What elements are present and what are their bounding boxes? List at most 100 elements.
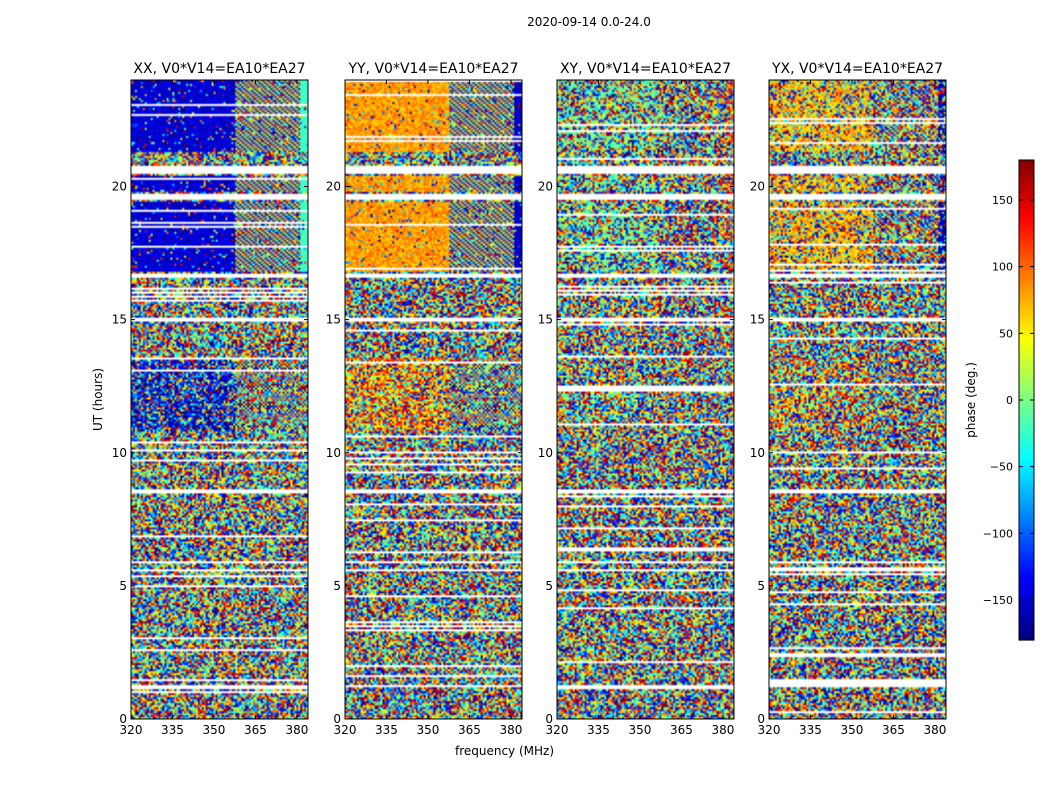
panel-title-yy: YY, V0*V14=EA10*EA27 xyxy=(347,61,518,77)
colorbar-segment xyxy=(1019,256,1034,261)
colorbar-segment xyxy=(1019,360,1034,365)
colorbar-segment xyxy=(1019,368,1034,373)
x-tick-label: 350 xyxy=(203,723,226,737)
colorbar-tick-label: −150 xyxy=(983,594,1013,607)
colorbar-segment xyxy=(1019,544,1034,549)
x-tick-label: 320 xyxy=(120,723,143,737)
y-tick-label: 20 xyxy=(326,180,341,194)
colorbar-tick-label: −50 xyxy=(990,461,1013,474)
colorbar-segment xyxy=(1019,272,1034,277)
colorbar-segment xyxy=(1019,476,1034,481)
colorbar-segment xyxy=(1019,600,1034,605)
colorbar-segment xyxy=(1019,528,1034,533)
x-tick-label: 320 xyxy=(546,723,569,737)
colorbar-segment xyxy=(1019,164,1034,169)
colorbar-segment xyxy=(1019,384,1034,389)
colorbar-segment xyxy=(1019,236,1034,241)
panel-title-yx: YX, V0*V14=EA10*EA27 xyxy=(771,61,943,77)
colorbar-tick-label: 50 xyxy=(999,327,1013,340)
colorbar-segment xyxy=(1019,216,1034,221)
colorbar-segment xyxy=(1019,492,1034,497)
panel-title-xy: XY, V0*V14=EA10*EA27 xyxy=(560,61,731,77)
colorbar-segment xyxy=(1019,456,1034,461)
figure-suptitle: 2020-09-14 0.0-24.0 xyxy=(527,15,651,29)
colorbar-segment xyxy=(1019,504,1034,509)
colorbar-segment xyxy=(1019,500,1034,505)
colorbar-segment xyxy=(1019,200,1034,205)
x-tick-label: 365 xyxy=(882,723,905,737)
colorbar-segment xyxy=(1019,536,1034,541)
colorbar-segment xyxy=(1019,480,1034,485)
colorbar-segment xyxy=(1019,160,1034,165)
colorbar-segment xyxy=(1019,532,1034,537)
colorbar-segment xyxy=(1019,336,1034,341)
colorbar-segment xyxy=(1019,304,1034,309)
colorbar-segment xyxy=(1019,444,1034,449)
colorbar-segment xyxy=(1019,436,1034,441)
y-tick-label: 5 xyxy=(333,579,341,593)
colorbar-segment xyxy=(1019,296,1034,301)
x-tick-label: 320 xyxy=(334,723,357,737)
colorbar-segment xyxy=(1019,184,1034,189)
panel-frame-xx xyxy=(130,79,309,720)
colorbar-segment xyxy=(1019,228,1034,233)
colorbar-segment xyxy=(1019,556,1034,561)
colorbar-segment xyxy=(1019,468,1034,473)
colorbar-segment xyxy=(1019,352,1034,357)
x-axis-label: frequency (MHz) xyxy=(455,744,554,758)
y-tick-label: 20 xyxy=(112,180,127,194)
colorbar-segment xyxy=(1019,596,1034,601)
colorbar-segment xyxy=(1019,188,1034,193)
colorbar-segment xyxy=(1019,580,1034,585)
colorbar-segment xyxy=(1019,308,1034,313)
colorbar-segment xyxy=(1019,616,1034,621)
colorbar-tick-label: 100 xyxy=(992,261,1013,274)
colorbar-segment xyxy=(1019,264,1034,269)
colorbar-segment xyxy=(1019,472,1034,477)
colorbar-segment xyxy=(1019,552,1034,557)
y-tick-label: 10 xyxy=(750,446,765,460)
y-axis-label: UT (hours) xyxy=(91,368,105,431)
colorbar-segment xyxy=(1019,328,1034,333)
colorbar-segment xyxy=(1019,268,1034,273)
y-tick-label: 20 xyxy=(538,180,553,194)
y-tick-label: 10 xyxy=(326,446,341,460)
colorbar-segment xyxy=(1019,212,1034,217)
y-tick-label: 0 xyxy=(119,712,127,726)
x-tick-label: 320 xyxy=(758,723,781,737)
panel-frame-yy xyxy=(344,79,523,720)
colorbar-segment xyxy=(1019,376,1034,381)
x-tick-label: 380 xyxy=(711,723,734,737)
colorbar-segment xyxy=(1019,516,1034,521)
colorbar-tick-label: 0 xyxy=(1006,394,1013,407)
colorbar-segment xyxy=(1019,348,1034,353)
x-tick-label: 350 xyxy=(417,723,440,737)
colorbar-segment xyxy=(1019,412,1034,417)
colorbar-segment xyxy=(1019,288,1034,293)
x-tick-label: 335 xyxy=(161,723,184,737)
colorbar-segment xyxy=(1019,548,1034,553)
colorbar-segment xyxy=(1019,424,1034,429)
colorbar-segment xyxy=(1019,604,1034,609)
colorbar-segment xyxy=(1019,224,1034,229)
heatmap-image-yx xyxy=(769,80,946,719)
colorbar-segment xyxy=(1019,340,1034,345)
colorbar-segment xyxy=(1019,488,1034,493)
colorbar-segment xyxy=(1019,240,1034,245)
colorbar-segment xyxy=(1019,496,1034,501)
y-tick-label: 5 xyxy=(545,579,553,593)
x-tick-label: 365 xyxy=(244,723,267,737)
y-tick-label: 15 xyxy=(538,313,553,327)
colorbar-segment xyxy=(1019,560,1034,565)
y-tick-label: 5 xyxy=(119,579,127,593)
colorbar-segment xyxy=(1019,524,1034,529)
y-tick-label: 20 xyxy=(750,180,765,194)
colorbar-segment xyxy=(1019,632,1034,637)
x-tick-label: 335 xyxy=(799,723,822,737)
colorbar-segment xyxy=(1019,324,1034,329)
colorbar-segment xyxy=(1019,540,1034,545)
colorbar-label: phase (deg.) xyxy=(964,362,978,438)
y-tick-label: 15 xyxy=(750,313,765,327)
colorbar-segment xyxy=(1019,388,1034,393)
colorbar-segment xyxy=(1019,276,1034,281)
